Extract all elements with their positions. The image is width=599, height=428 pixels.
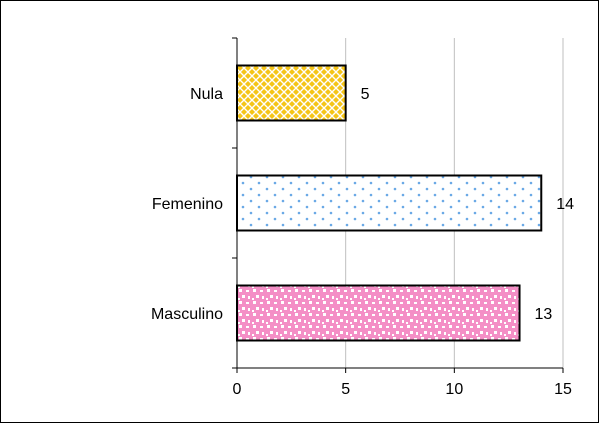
bars [236, 64, 543, 342]
category-label: Nula [190, 86, 223, 103]
x-tick-label: 5 [341, 381, 350, 398]
data-label: 13 [535, 306, 553, 323]
x-tick-label: 0 [233, 381, 242, 398]
bar-masculino [236, 284, 521, 342]
category-label: Femenino [152, 196, 223, 213]
category-label: Masculino [151, 306, 223, 323]
data-label: 5 [361, 86, 370, 103]
x-tick-label: 15 [554, 381, 572, 398]
x-tick-label: 10 [445, 381, 463, 398]
data-label: 14 [556, 196, 574, 213]
labels: 0 5 10 15 Nula 5 Femenino 14 Masculino 13 [151, 86, 574, 398]
bar-femenino [236, 174, 543, 232]
axes [232, 37, 564, 373]
bar-nula [236, 64, 347, 122]
